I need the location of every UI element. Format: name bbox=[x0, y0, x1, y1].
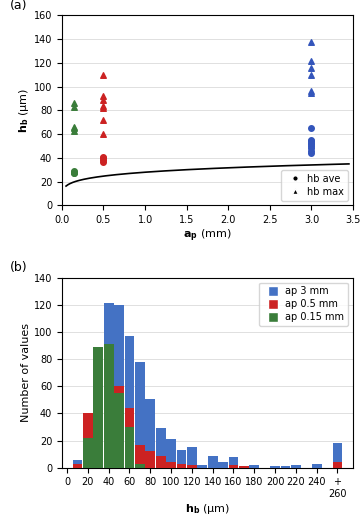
Bar bbox=[104, 303, 114, 468]
Bar bbox=[83, 413, 93, 468]
Bar bbox=[93, 347, 103, 468]
Bar bbox=[156, 428, 166, 468]
Bar bbox=[114, 387, 124, 468]
Bar bbox=[177, 450, 186, 468]
Bar bbox=[177, 464, 186, 468]
Point bbox=[100, 154, 106, 162]
Bar bbox=[187, 465, 197, 468]
Bar bbox=[312, 464, 322, 468]
Bar bbox=[156, 455, 166, 468]
Bar bbox=[166, 462, 176, 468]
Bar bbox=[208, 455, 218, 468]
Bar bbox=[218, 462, 228, 468]
Bar bbox=[166, 439, 176, 468]
Point bbox=[71, 168, 77, 176]
Bar bbox=[281, 466, 290, 468]
Point bbox=[71, 126, 77, 135]
Bar bbox=[124, 427, 134, 468]
Bar bbox=[114, 393, 124, 468]
Bar bbox=[249, 465, 259, 468]
Text: (a): (a) bbox=[9, 0, 27, 12]
Point bbox=[71, 124, 77, 133]
Bar bbox=[72, 460, 82, 468]
Point bbox=[100, 153, 106, 161]
Bar bbox=[83, 438, 93, 468]
Bar bbox=[333, 443, 343, 468]
Point bbox=[309, 140, 314, 148]
Bar bbox=[72, 464, 82, 468]
X-axis label: $\mathbf{a_p}$ (mm): $\mathbf{a_p}$ (mm) bbox=[183, 228, 232, 244]
Point bbox=[309, 57, 314, 65]
X-axis label: $\mathbf{h_b}$ (μm): $\mathbf{h_b}$ (μm) bbox=[185, 502, 230, 514]
Bar bbox=[145, 451, 155, 468]
Bar bbox=[124, 408, 134, 468]
Bar bbox=[239, 466, 249, 468]
Bar bbox=[197, 465, 207, 468]
Bar bbox=[83, 438, 93, 468]
Point bbox=[309, 146, 314, 155]
Point bbox=[309, 149, 314, 157]
Point bbox=[71, 169, 77, 177]
Point bbox=[100, 92, 106, 100]
Bar bbox=[291, 465, 301, 468]
Bar bbox=[187, 447, 197, 468]
Point bbox=[309, 137, 314, 145]
Bar bbox=[124, 336, 134, 468]
Point bbox=[100, 130, 106, 138]
Bar bbox=[114, 305, 124, 468]
Bar bbox=[239, 466, 249, 468]
Bar bbox=[93, 347, 103, 468]
Bar bbox=[93, 378, 103, 468]
Bar bbox=[145, 398, 155, 468]
Point bbox=[100, 104, 106, 112]
Point bbox=[309, 64, 314, 72]
Point bbox=[71, 99, 77, 107]
Point bbox=[309, 136, 314, 144]
Legend: ap 3 mm, ap 0.5 mm, ap 0.15 mm: ap 3 mm, ap 0.5 mm, ap 0.15 mm bbox=[259, 283, 348, 326]
Bar bbox=[135, 464, 145, 468]
Point bbox=[309, 144, 314, 153]
Point bbox=[100, 102, 106, 110]
Bar bbox=[229, 465, 238, 468]
Point bbox=[100, 96, 106, 104]
Bar bbox=[135, 362, 145, 468]
Point bbox=[71, 167, 77, 175]
Point bbox=[71, 123, 77, 131]
Bar bbox=[229, 457, 238, 468]
Point bbox=[100, 157, 106, 166]
Point bbox=[309, 124, 314, 133]
Bar bbox=[333, 462, 343, 468]
Legend: hb ave, hb max: hb ave, hb max bbox=[281, 170, 348, 200]
Bar bbox=[135, 445, 145, 468]
Point bbox=[100, 71, 106, 79]
Point bbox=[71, 169, 77, 177]
Point bbox=[309, 138, 314, 146]
Point bbox=[309, 87, 314, 96]
Y-axis label: Number of values: Number of values bbox=[21, 323, 31, 422]
Point bbox=[309, 71, 314, 79]
Bar bbox=[104, 344, 114, 468]
Point bbox=[309, 38, 314, 46]
Point bbox=[71, 103, 77, 111]
Text: (b): (b) bbox=[9, 261, 27, 274]
Point bbox=[100, 156, 106, 164]
Point bbox=[100, 116, 106, 124]
Bar bbox=[270, 466, 280, 468]
Bar bbox=[104, 356, 114, 468]
Y-axis label: $\mathbf{h_b}$ (μm): $\mathbf{h_b}$ (μm) bbox=[17, 88, 31, 133]
Point bbox=[309, 142, 314, 150]
Point bbox=[309, 88, 314, 97]
